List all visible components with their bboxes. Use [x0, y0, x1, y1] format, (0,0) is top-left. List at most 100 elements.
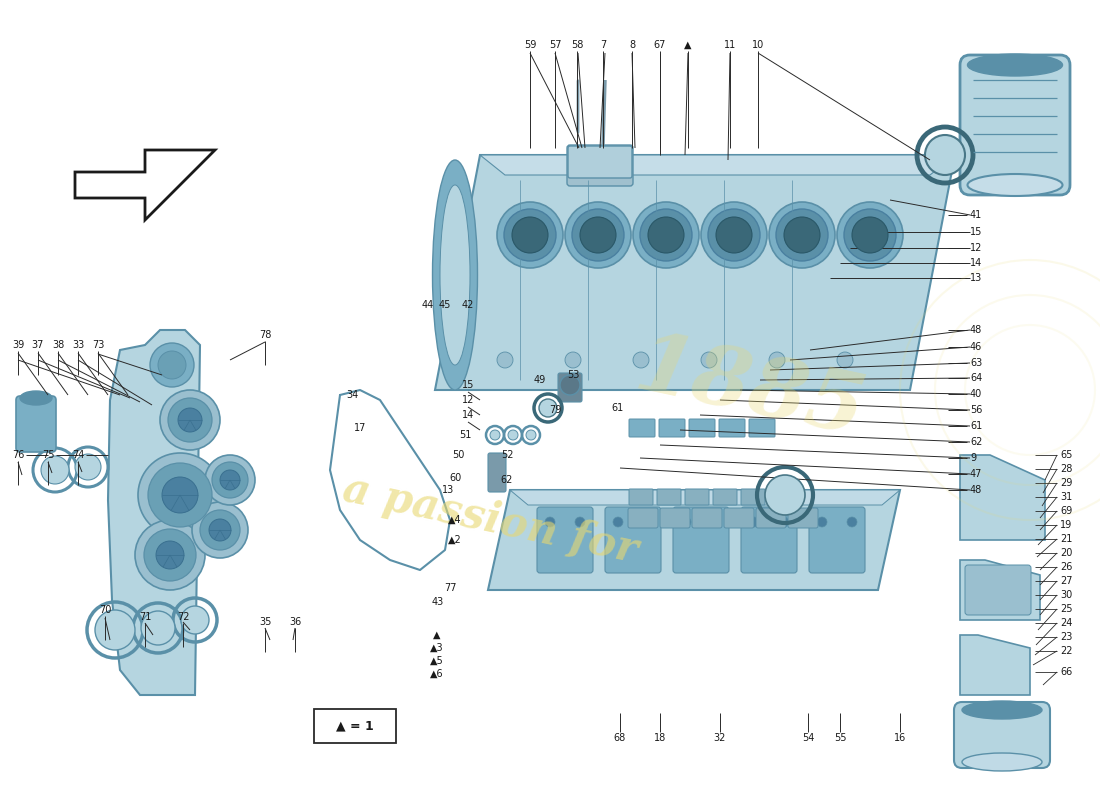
FancyBboxPatch shape	[769, 489, 793, 505]
Circle shape	[701, 202, 767, 268]
Text: ▲: ▲	[684, 40, 692, 50]
Circle shape	[817, 517, 827, 527]
FancyBboxPatch shape	[673, 507, 729, 573]
Text: ▲6: ▲6	[430, 669, 443, 679]
Polygon shape	[108, 330, 200, 695]
Text: 1885: 1885	[628, 326, 872, 454]
Circle shape	[837, 352, 852, 368]
Circle shape	[162, 477, 198, 513]
Circle shape	[138, 453, 222, 537]
FancyBboxPatch shape	[628, 508, 658, 528]
FancyBboxPatch shape	[685, 489, 710, 505]
Text: 21: 21	[1060, 534, 1072, 544]
Text: 55: 55	[834, 733, 846, 743]
Polygon shape	[488, 490, 900, 590]
Text: 20: 20	[1060, 548, 1072, 558]
Text: 23: 23	[1060, 632, 1072, 642]
Text: 24: 24	[1060, 618, 1072, 628]
Text: 68: 68	[614, 733, 626, 743]
FancyBboxPatch shape	[16, 396, 56, 452]
FancyBboxPatch shape	[756, 508, 786, 528]
Circle shape	[205, 455, 255, 505]
FancyBboxPatch shape	[568, 146, 632, 178]
Text: 7: 7	[600, 40, 606, 50]
Text: 60: 60	[449, 473, 461, 483]
Circle shape	[41, 456, 69, 484]
Circle shape	[220, 470, 240, 490]
Text: 38: 38	[52, 340, 64, 350]
FancyBboxPatch shape	[558, 373, 582, 402]
Text: 71: 71	[139, 612, 151, 622]
Text: 35: 35	[258, 617, 272, 627]
Text: 12: 12	[970, 243, 982, 253]
Text: 61: 61	[970, 421, 982, 431]
Text: ▲: ▲	[433, 630, 441, 640]
Circle shape	[648, 217, 684, 253]
Text: 30: 30	[1060, 590, 1072, 600]
Circle shape	[200, 510, 240, 550]
Text: 75: 75	[42, 450, 54, 460]
Circle shape	[716, 217, 752, 253]
Ellipse shape	[968, 54, 1063, 76]
Text: 41: 41	[970, 210, 982, 220]
Circle shape	[764, 475, 805, 515]
Circle shape	[497, 202, 563, 268]
FancyBboxPatch shape	[566, 145, 632, 186]
Text: 47: 47	[970, 469, 982, 479]
Circle shape	[212, 462, 248, 498]
Circle shape	[150, 343, 194, 387]
Text: 69: 69	[1060, 506, 1072, 516]
Text: 29: 29	[1060, 478, 1072, 488]
Circle shape	[156, 541, 184, 569]
Circle shape	[632, 202, 698, 268]
FancyBboxPatch shape	[692, 508, 722, 528]
Circle shape	[701, 352, 717, 368]
Text: 79: 79	[549, 405, 561, 415]
Ellipse shape	[440, 185, 470, 365]
Ellipse shape	[20, 391, 52, 405]
Text: 18: 18	[653, 733, 667, 743]
Text: 72: 72	[177, 612, 189, 622]
Circle shape	[544, 517, 556, 527]
Text: 13: 13	[442, 485, 454, 495]
Ellipse shape	[968, 174, 1063, 196]
Text: 19: 19	[1060, 520, 1072, 530]
Polygon shape	[960, 455, 1045, 540]
Text: 37: 37	[32, 340, 44, 350]
Text: 25: 25	[1060, 604, 1072, 614]
Text: 14: 14	[462, 410, 474, 420]
FancyBboxPatch shape	[719, 419, 745, 437]
Circle shape	[769, 352, 785, 368]
Text: 31: 31	[1060, 492, 1072, 502]
Text: 22: 22	[1060, 646, 1072, 656]
Circle shape	[504, 209, 556, 261]
Text: 14: 14	[970, 258, 982, 268]
Circle shape	[565, 352, 581, 368]
Polygon shape	[960, 635, 1030, 695]
FancyBboxPatch shape	[965, 565, 1031, 615]
Circle shape	[508, 430, 518, 440]
Text: 50: 50	[452, 450, 464, 460]
Circle shape	[526, 430, 536, 440]
Text: ▲5: ▲5	[430, 656, 444, 666]
Circle shape	[158, 351, 186, 379]
Polygon shape	[960, 560, 1040, 620]
FancyBboxPatch shape	[660, 508, 690, 528]
Text: 61: 61	[612, 403, 624, 413]
Circle shape	[160, 390, 220, 450]
Circle shape	[490, 430, 500, 440]
Text: 57: 57	[549, 40, 561, 50]
FancyBboxPatch shape	[960, 55, 1070, 195]
Text: 46: 46	[970, 342, 982, 352]
FancyBboxPatch shape	[954, 702, 1050, 768]
Circle shape	[497, 352, 513, 368]
Circle shape	[192, 502, 248, 558]
Text: 53: 53	[566, 370, 580, 380]
Text: 76: 76	[12, 450, 24, 460]
Text: 59: 59	[524, 40, 536, 50]
Text: 78: 78	[258, 330, 272, 340]
Text: 66: 66	[1060, 667, 1072, 677]
Circle shape	[779, 517, 789, 527]
FancyBboxPatch shape	[749, 419, 775, 437]
Text: 27: 27	[1060, 576, 1072, 586]
